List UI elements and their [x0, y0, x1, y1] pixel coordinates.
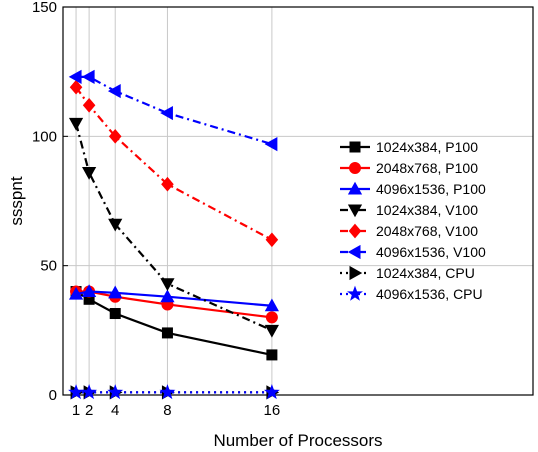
- data-point: [81, 69, 95, 84]
- x-axis-label: Number of Processors: [213, 431, 382, 450]
- series: [68, 69, 280, 400]
- series-line: [74, 123, 273, 332]
- data-point: [68, 286, 84, 300]
- legend-marker: [347, 285, 363, 301]
- legend-marker: [347, 244, 361, 260]
- plot-frame: [62, 6, 534, 396]
- legend-label: 2048x768, P100: [376, 160, 478, 176]
- data-point: [263, 384, 280, 400]
- data-point: [161, 327, 173, 339]
- legend-entry: 2048x768, P100: [340, 160, 478, 176]
- legend-marker: [349, 141, 361, 153]
- x-tick-label: 1: [72, 402, 80, 419]
- data-point: [108, 285, 123, 299]
- y-axis-label: ssspnt: [7, 176, 26, 225]
- data-point: [160, 289, 175, 303]
- data-point: [265, 311, 278, 324]
- axes: 1 2 4 8 16 0 50 100 150: [32, 0, 280, 419]
- data-point: [161, 176, 174, 192]
- legend-label: 4096x1536, CPU: [376, 286, 483, 302]
- legend-label: 1024x384, CPU: [376, 265, 475, 281]
- legend-marker: [349, 265, 363, 281]
- data-point: [108, 129, 122, 144]
- x-tick-label: 16: [264, 402, 281, 419]
- data-point: [266, 349, 278, 361]
- legend: 1024x384, P100 2048x768, P100 4096x1536, P…: [340, 139, 486, 302]
- legend-entry: 1024x384, P100: [340, 139, 478, 155]
- legend-label: 1024x384, P100: [376, 139, 478, 155]
- x-tick-label: 4: [111, 402, 119, 419]
- legend-marker: [348, 223, 362, 239]
- data-point: [160, 105, 173, 121]
- data-point: [82, 284, 97, 298]
- grid: [63, 7, 533, 395]
- data-point: [265, 232, 279, 248]
- legend-label: 1024x384, V100: [376, 202, 478, 218]
- legend-entry: 4096x1536, CPU: [340, 285, 483, 302]
- series-line: [75, 290, 273, 356]
- data-point: [107, 384, 124, 400]
- legend-label: 4096x1536, P100: [376, 181, 486, 197]
- series-8: [68, 384, 280, 400]
- series-line: [75, 86, 273, 241]
- series-4: [68, 117, 279, 338]
- legend-label: 4096x1536, V100: [376, 244, 486, 260]
- data-point: [160, 278, 175, 292]
- data-point: [82, 97, 96, 113]
- data-point: [159, 384, 176, 400]
- legend-entry: 2048x768, V100: [340, 223, 478, 239]
- data-point: [109, 308, 121, 320]
- data-point: [68, 69, 82, 84]
- data-point: [81, 384, 98, 400]
- data-point: [69, 79, 83, 95]
- data-point: [108, 218, 123, 232]
- series-line: [76, 290, 273, 319]
- legend-entry: 1024x384, V100: [340, 202, 478, 218]
- data-point: [107, 83, 121, 99]
- series-5: [69, 79, 279, 248]
- legend-marker: [349, 162, 361, 174]
- data-point: [68, 117, 84, 131]
- legend-entry: 4096x1536, P100: [340, 181, 486, 197]
- data-point: [68, 384, 84, 400]
- y-tick-label: 50: [40, 258, 57, 275]
- series-7: [70, 385, 280, 400]
- legend-label: 2048x768, V100: [376, 223, 478, 239]
- x-tick-label: 8: [163, 402, 171, 419]
- x-tick-label: 2: [85, 402, 93, 419]
- series-6: [68, 69, 278, 152]
- legend-entry: 4096x1536, V100: [340, 244, 486, 260]
- series-line: [76, 75, 273, 146]
- data-point: [264, 298, 279, 312]
- y-tick-label: 150: [32, 0, 57, 16]
- series-3: [68, 284, 279, 312]
- legend-marker: [347, 204, 363, 218]
- data-point: [264, 136, 278, 152]
- data-point: [264, 324, 279, 338]
- y-tick-label: 100: [32, 128, 57, 145]
- legend-entry: 1024x384, CPU: [340, 265, 475, 281]
- y-tick-label: 0: [49, 387, 57, 404]
- data-point: [82, 167, 97, 180]
- legend-marker: [347, 181, 363, 195]
